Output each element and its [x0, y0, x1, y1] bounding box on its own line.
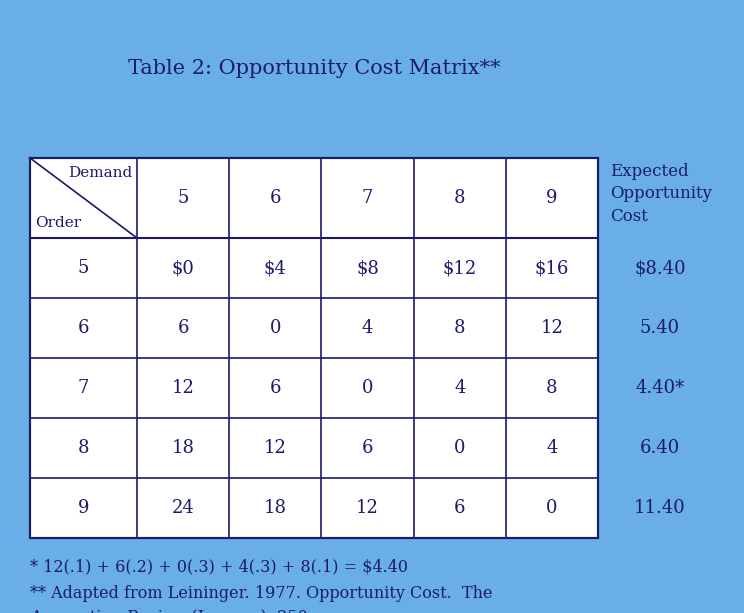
Text: Demand: Demand: [68, 166, 132, 180]
Text: $4: $4: [264, 259, 286, 277]
Text: 5.40: 5.40: [640, 319, 680, 337]
Text: 18: 18: [264, 499, 286, 517]
Text: 18: 18: [172, 439, 195, 457]
Bar: [30, 158, 598, 538]
Text: 4: 4: [546, 439, 557, 457]
Text: 9: 9: [546, 189, 558, 207]
Text: 12: 12: [172, 379, 194, 397]
Text: 12: 12: [264, 439, 286, 457]
Text: $8.40: $8.40: [634, 259, 686, 277]
Text: 6: 6: [269, 189, 281, 207]
Text: $0: $0: [172, 259, 194, 277]
Text: 7: 7: [78, 379, 89, 397]
Text: 6: 6: [177, 319, 189, 337]
Text: 7: 7: [362, 189, 373, 207]
Text: 6: 6: [269, 379, 281, 397]
Text: * 12(.1) + 6(.2) + 0(.3) + 4(.3) + 8(.1) = $4.40: * 12(.1) + 6(.2) + 0(.3) + 4(.3) + 8(.1)…: [30, 558, 408, 575]
Text: 5: 5: [177, 189, 189, 207]
Text: 0: 0: [546, 499, 558, 517]
Text: Expected
Opportunity
Cost: Expected Opportunity Cost: [610, 163, 712, 225]
Text: 12: 12: [356, 499, 379, 517]
Text: 4.40*: 4.40*: [635, 379, 684, 397]
Text: 0: 0: [269, 319, 281, 337]
Text: 8: 8: [546, 379, 558, 397]
Text: 5: 5: [78, 259, 89, 277]
Text: 9: 9: [78, 499, 89, 517]
Text: 12: 12: [540, 319, 563, 337]
Text: $16: $16: [535, 259, 569, 277]
Text: 8: 8: [454, 189, 466, 207]
Text: 0: 0: [454, 439, 466, 457]
Text: ** Adapted from Leininger. 1977. Opportunity Cost.  The
Accounting Review (Janua: ** Adapted from Leininger. 1977. Opportu…: [30, 585, 547, 613]
Text: $8: $8: [356, 259, 379, 277]
Text: 6: 6: [78, 319, 89, 337]
Text: 8: 8: [78, 439, 89, 457]
Text: Table 2: Opportunity Cost Matrix**: Table 2: Opportunity Cost Matrix**: [128, 58, 500, 77]
Text: 24: 24: [172, 499, 194, 517]
Text: 0: 0: [362, 379, 373, 397]
Text: 6.40: 6.40: [640, 439, 680, 457]
Text: 11.40: 11.40: [634, 499, 686, 517]
Text: Order: Order: [35, 216, 81, 230]
Text: 4: 4: [362, 319, 373, 337]
Text: 8: 8: [454, 319, 466, 337]
Text: 6: 6: [454, 499, 466, 517]
Text: 6: 6: [362, 439, 373, 457]
Text: 4: 4: [454, 379, 466, 397]
Text: $12: $12: [443, 259, 477, 277]
